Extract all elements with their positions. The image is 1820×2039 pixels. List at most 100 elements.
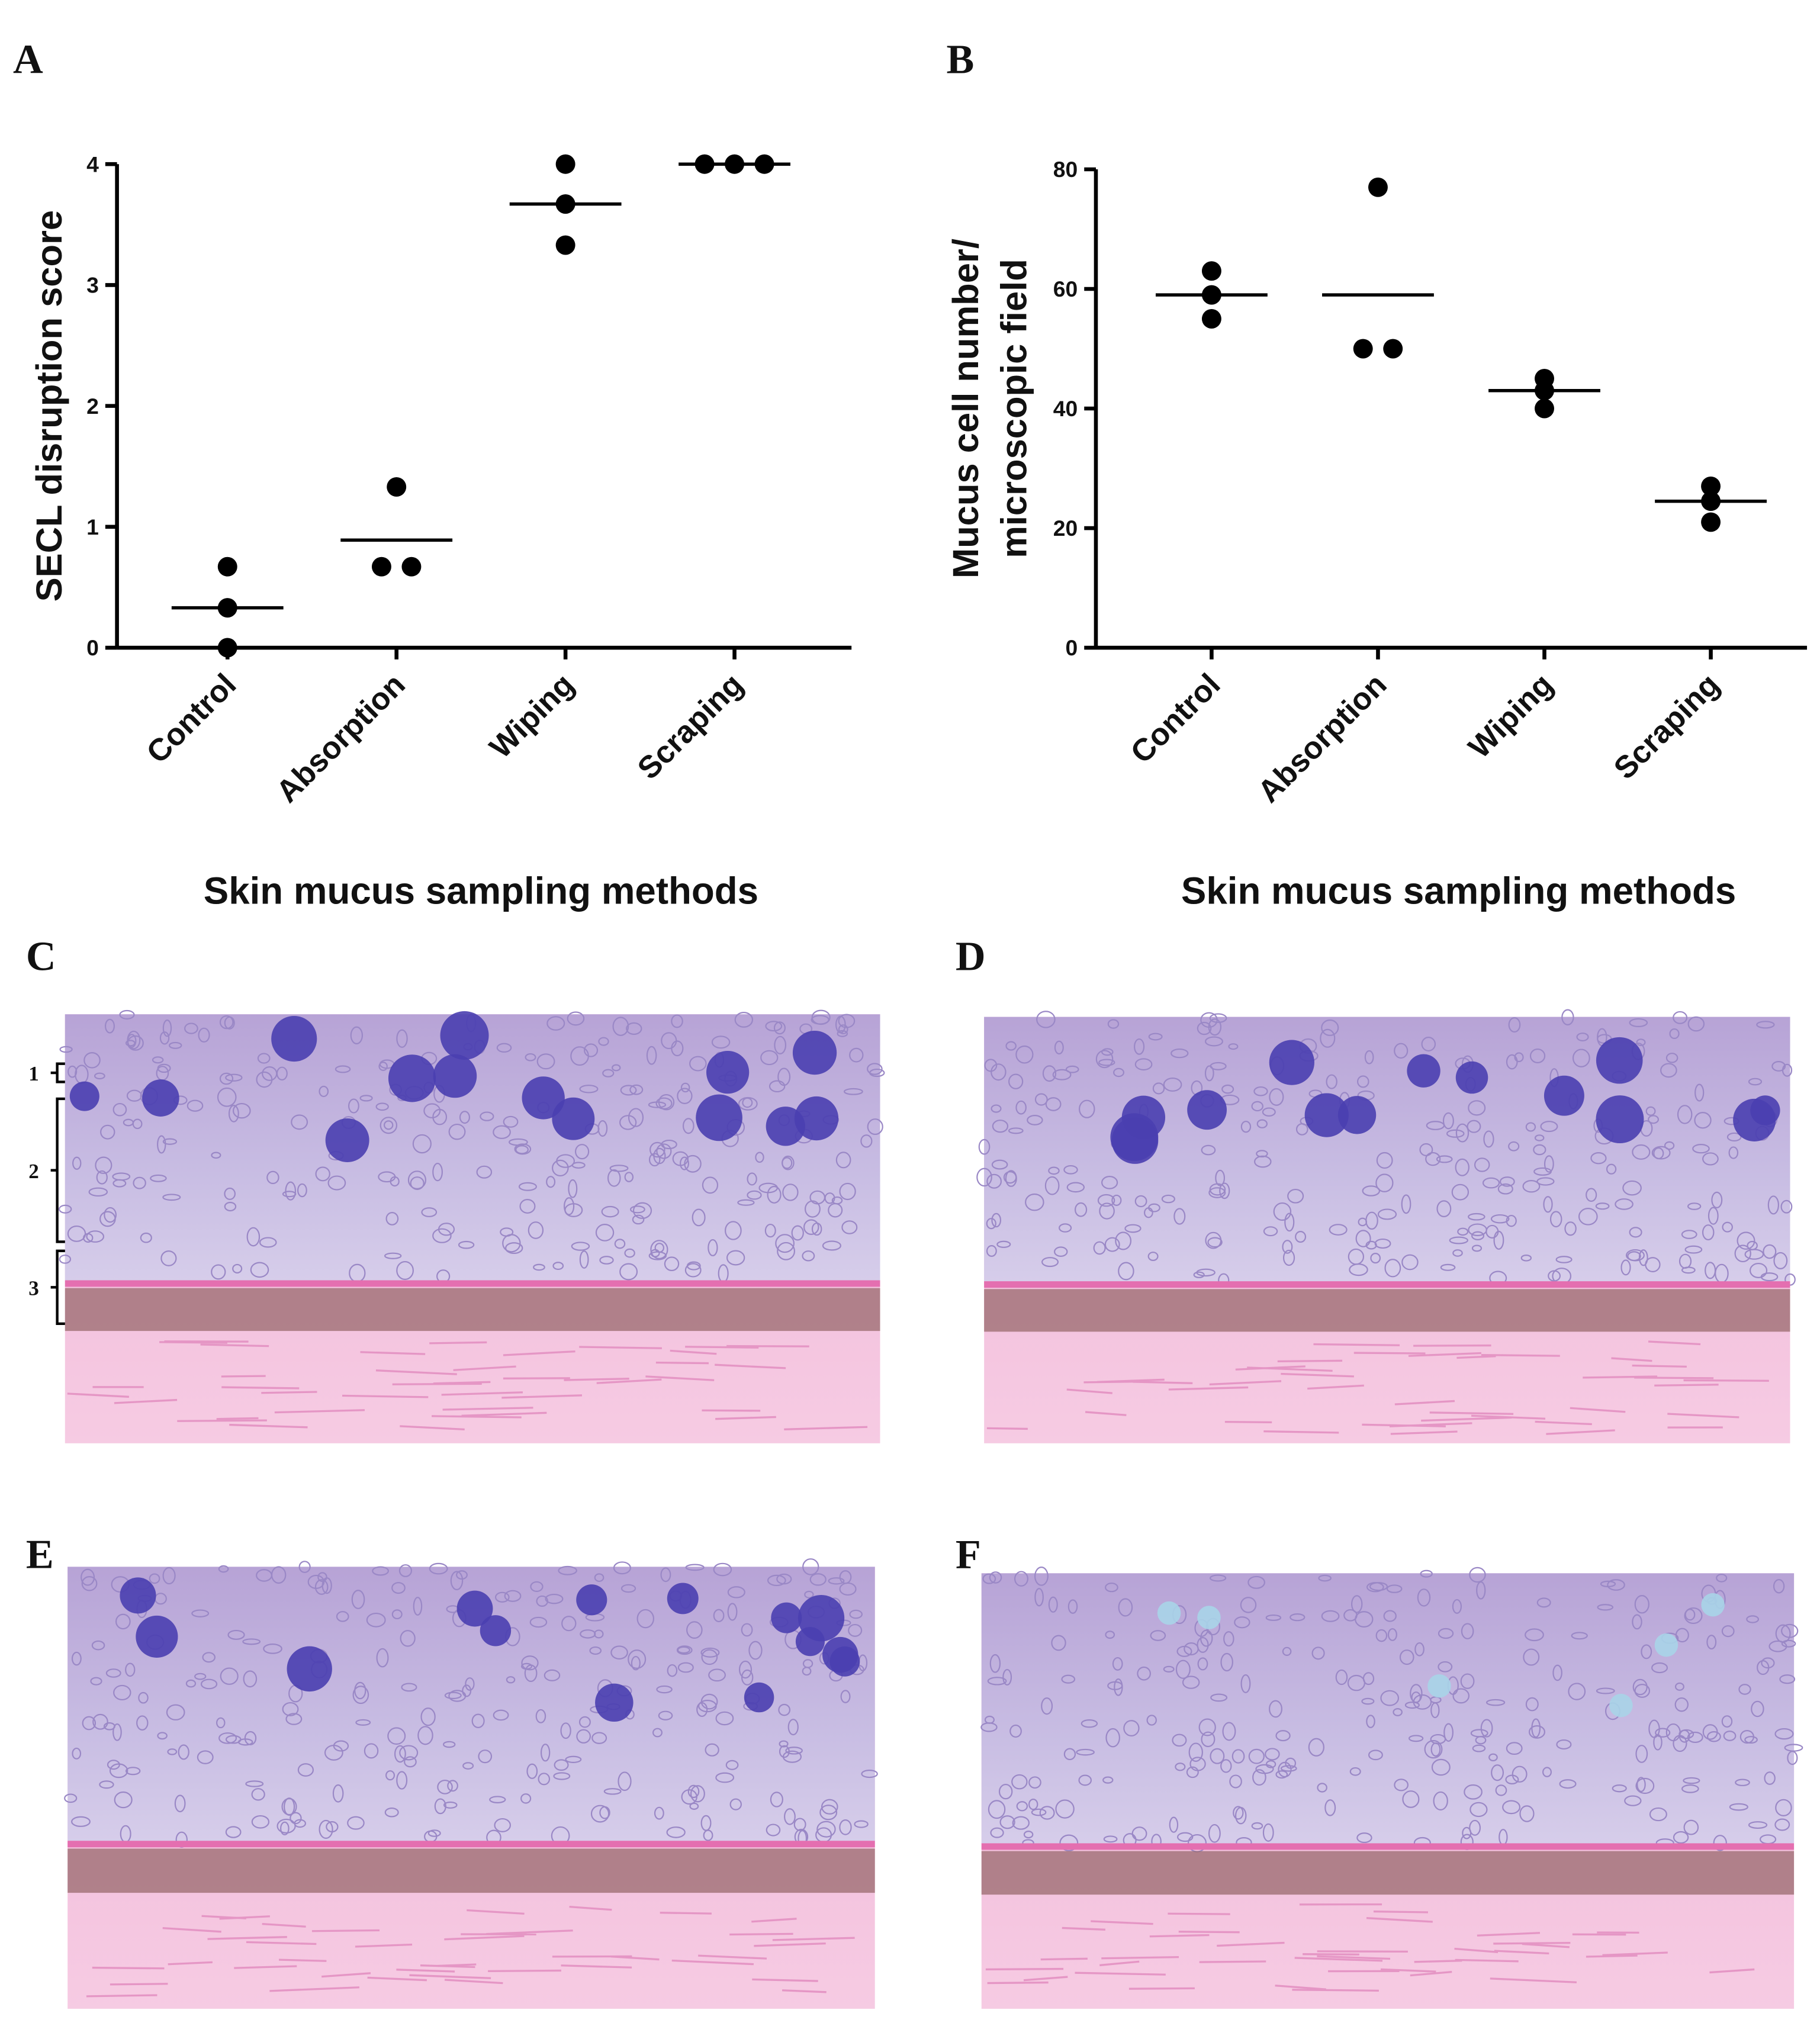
cell [839, 1570, 852, 1584]
cell [1015, 1045, 1034, 1064]
cell [1525, 1628, 1544, 1642]
cell [518, 1182, 537, 1191]
cell [1329, 1224, 1348, 1236]
collagen-fiber [1091, 1920, 1153, 1925]
cell [1105, 1583, 1118, 1593]
cell [132, 1118, 143, 1130]
cell [1468, 1223, 1487, 1236]
cell [1681, 1230, 1697, 1239]
data-point [1383, 339, 1403, 359]
collagen-fiber [219, 1915, 270, 1920]
cell [811, 1015, 829, 1025]
cell [314, 1579, 329, 1595]
cell [59, 1046, 73, 1053]
cell [661, 1032, 677, 1050]
cell [1262, 1823, 1274, 1842]
cell [1674, 1682, 1684, 1691]
cell [839, 1819, 852, 1835]
goblet-cell [120, 1577, 156, 1614]
collagen-fiber [200, 1343, 269, 1347]
cell [321, 1577, 332, 1594]
cell [508, 1138, 528, 1146]
cell [421, 1207, 438, 1217]
collagen-fiber [409, 1974, 491, 1979]
cell [521, 1655, 539, 1671]
cell [713, 1562, 732, 1577]
cell [400, 1630, 416, 1647]
cell [764, 1223, 776, 1238]
cell [443, 1801, 458, 1809]
cell [185, 1679, 197, 1688]
cell [1349, 1767, 1361, 1776]
collagen-fiber [1023, 1976, 1068, 1982]
cell [168, 1041, 182, 1049]
collagen-fiber [1390, 1430, 1458, 1435]
cell [462, 1684, 472, 1697]
cell [1188, 1742, 1203, 1762]
cell [1673, 1831, 1689, 1844]
cell [113, 1684, 131, 1701]
cell [1684, 1609, 1696, 1621]
cell [1641, 1644, 1652, 1659]
cell [1653, 1734, 1663, 1751]
cell [1597, 1604, 1614, 1611]
cell [1525, 1697, 1539, 1712]
y-axis-label: microscopic field [993, 259, 1034, 558]
cell [1460, 1673, 1475, 1689]
cell [819, 1805, 838, 1821]
cell [1612, 1784, 1627, 1793]
goblet-cell [433, 1054, 477, 1098]
cell [178, 1744, 189, 1760]
panel-label: E [26, 1532, 54, 1578]
cell [1651, 1662, 1668, 1674]
cell [599, 1806, 610, 1819]
cell [843, 1088, 863, 1095]
collagen-fiber [1209, 1380, 1282, 1385]
collagen-fiber [114, 1398, 178, 1404]
cell [109, 1763, 128, 1779]
cell [715, 1772, 735, 1783]
cell [136, 1715, 149, 1731]
cell [1041, 1697, 1053, 1715]
cell [417, 1726, 433, 1745]
cell [1443, 1723, 1454, 1742]
cell [1629, 1018, 1648, 1028]
cell [685, 1564, 705, 1571]
cell [232, 1263, 243, 1273]
collagen-fiber [1410, 1971, 1452, 1977]
cell [1781, 1639, 1796, 1648]
collagen-fiber [234, 1965, 297, 1969]
cell [1078, 1774, 1092, 1786]
cell [824, 1192, 835, 1204]
panel-label: F [956, 1532, 981, 1578]
y-tick-label: 0 [86, 635, 99, 660]
collagen-fiber [1380, 1968, 1436, 1973]
cell [1402, 1790, 1420, 1808]
cell [1687, 1202, 1702, 1210]
goblet-cell [271, 1015, 317, 1062]
cell [809, 1573, 827, 1586]
cell [567, 1011, 585, 1026]
cell [1645, 1257, 1661, 1272]
cell [1308, 1738, 1324, 1757]
cell [867, 1118, 883, 1136]
cell [359, 1095, 373, 1102]
cell [1775, 1799, 1792, 1816]
cell [664, 1256, 680, 1272]
x-tick-label: Wiping [1462, 667, 1560, 766]
cell [1222, 1722, 1236, 1741]
collagen-fiber [444, 1979, 503, 1985]
cell [1107, 1019, 1120, 1029]
cell [741, 1623, 753, 1637]
cell [803, 1219, 819, 1235]
basement-membrane [65, 1280, 880, 1287]
cell [1134, 1058, 1153, 1071]
cell [220, 1667, 239, 1685]
collagen-fiber [274, 1409, 365, 1414]
cell [1469, 1567, 1486, 1583]
histology-image [976, 1009, 1796, 1443]
cell [574, 1144, 590, 1160]
cell [1351, 1595, 1363, 1613]
cell [629, 1084, 644, 1095]
cell [1482, 1177, 1500, 1189]
